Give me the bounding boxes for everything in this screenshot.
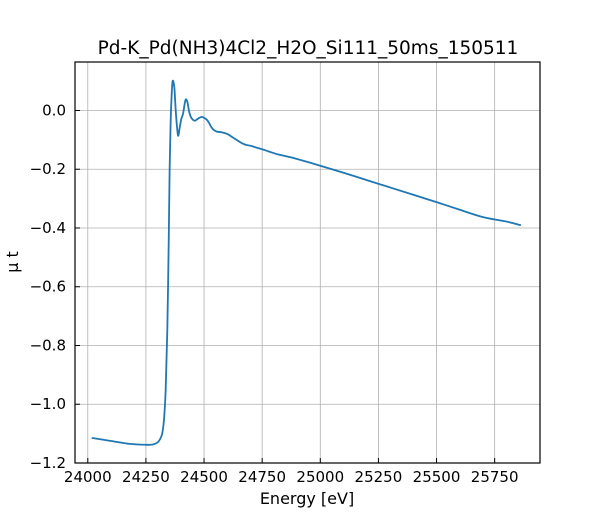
x-tick-label: 25250 — [355, 468, 403, 486]
x-tick-label: 24000 — [64, 468, 112, 486]
series-layer — [91, 79, 522, 446]
y-tick-label: 0.0 — [42, 101, 66, 119]
y-tick-label: −1.2 — [30, 454, 66, 472]
y-tick-label: −0.8 — [30, 336, 66, 354]
x-tick-label: 24500 — [180, 468, 228, 486]
x-tick-label: 24750 — [238, 468, 286, 486]
y-tick-label: −0.2 — [30, 160, 66, 178]
x-tick-label: 25750 — [471, 468, 519, 486]
y-tick-label: −0.6 — [30, 278, 66, 296]
y-axis-title: μ t — [3, 251, 22, 273]
plot-frame — [74, 61, 541, 464]
y-tick-label: −0.4 — [30, 219, 66, 237]
grid — [75, 62, 540, 464]
y-tick-label: −1.0 — [30, 395, 66, 413]
x-tick-label: 25500 — [413, 468, 461, 486]
x-tick-label: 25000 — [296, 468, 344, 486]
x-tick-label: 24250 — [122, 468, 170, 486]
x-axis-title: Energy [eV] — [260, 489, 354, 508]
chart-title: Pd-K_Pd(NH3)4Cl2_H2O_Si111_50ms_150511 — [98, 38, 519, 59]
ticks: 24000 24250 24500 24750 25000 25250 25500 25750… — [30, 101, 519, 486]
series-line — [91, 79, 522, 446]
